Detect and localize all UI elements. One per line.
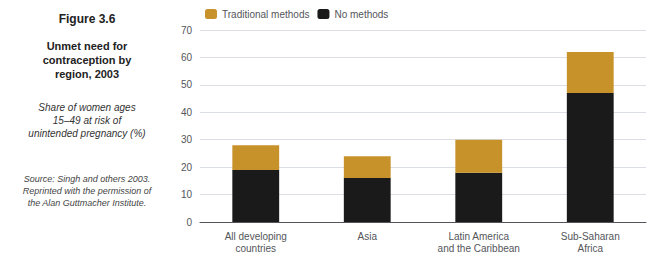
- svg-text:30: 30: [181, 134, 193, 145]
- svg-text:and the Caribbean: and the Caribbean: [438, 243, 520, 254]
- svg-text:All developing: All developing: [225, 231, 287, 242]
- svg-text:Asia: Asia: [358, 231, 378, 242]
- svg-text:Source: Singh and others 2003.: Source: Singh and others 2003.: [24, 174, 151, 184]
- svg-text:40: 40: [181, 107, 193, 118]
- svg-text:contraception by: contraception by: [43, 54, 133, 66]
- svg-text:15–49 at risk of: 15–49 at risk of: [53, 115, 123, 126]
- svg-text:unintended pregnancy (%): unintended pregnancy (%): [28, 128, 145, 139]
- svg-text:60: 60: [181, 52, 193, 63]
- svg-text:Sub-Saharan: Sub-Saharan: [561, 231, 620, 242]
- svg-text:the Alan Guttmacher Institute.: the Alan Guttmacher Institute.: [28, 198, 147, 208]
- svg-text:50: 50: [181, 79, 193, 90]
- svg-text:20: 20: [181, 162, 193, 173]
- svg-text:Share of women ages: Share of women ages: [38, 102, 135, 113]
- svg-text:Reprinted with the permission: Reprinted with the permission of: [23, 186, 153, 196]
- svg-text:Africa: Africa: [577, 243, 603, 254]
- svg-text:0: 0: [186, 217, 192, 228]
- svg-text:No methods: No methods: [334, 9, 388, 20]
- svg-text:region, 2003: region, 2003: [55, 68, 119, 80]
- svg-text:Traditional methods: Traditional methods: [222, 9, 309, 20]
- svg-text:Latin America: Latin America: [448, 231, 509, 242]
- svg-text:Unmet need for: Unmet need for: [47, 40, 128, 52]
- svg-text:70: 70: [181, 25, 193, 36]
- svg-text:Figure 3.6: Figure 3.6: [59, 12, 116, 26]
- svg-text:10: 10: [181, 189, 193, 200]
- svg-text:countries: countries: [235, 243, 276, 254]
